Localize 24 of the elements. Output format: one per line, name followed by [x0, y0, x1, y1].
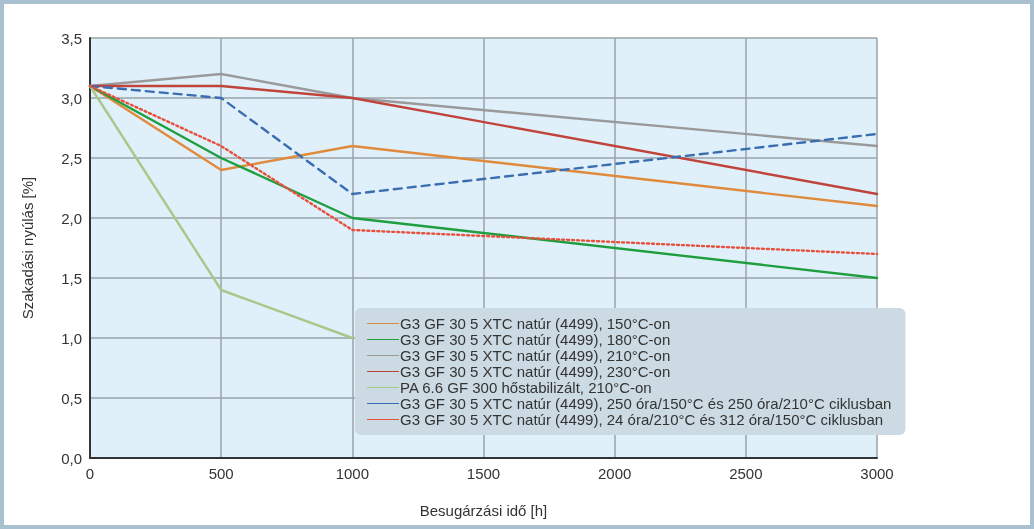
- y-tick-label: 2,0: [61, 209, 82, 227]
- y-tick-label: 0,0: [61, 449, 82, 467]
- x-tick-label: 1000: [335, 465, 370, 482]
- legend-label: G3 GF 30 5 XTC natúr (4499), 24 óra/210°C és 312 óra/150°C ciklusban: [400, 411, 884, 428]
- y-axis-title: Szakadási nyúlás [%]: [19, 176, 36, 320]
- y-tick-label: 3,5: [61, 29, 82, 47]
- x-tick-label: 0: [85, 465, 95, 482]
- x-tick-label: 2500: [729, 465, 763, 482]
- x-axis-title: Besugárzási idő [h]: [419, 502, 548, 519]
- legend-label: G3 GF 30 5 XTC natúr (4499), 180°C-on: [400, 331, 671, 348]
- y-tick-label: 0,5: [61, 389, 82, 407]
- legend-label: G3 GF 30 5 XTC natúr (4499), 210°C-on: [400, 347, 671, 364]
- y-tick-label: 2,5: [61, 149, 82, 167]
- x-tick-label: 1500: [466, 465, 501, 482]
- x-tick-label: 3000: [860, 465, 894, 482]
- legend-label: G3 GF 30 5 XTC natúr (4499), 230°C-on: [400, 363, 671, 380]
- legend-label: PA 6.6 GF 300 hőstabilizált, 210°C-on: [400, 379, 652, 396]
- legend-label: G3 GF 30 5 XTC natúr (4499), 150°C-on: [400, 315, 671, 332]
- y-tick-label: 1,5: [61, 269, 82, 287]
- x-tick-label: 500: [208, 465, 234, 482]
- x-tick-label: 2000: [597, 465, 632, 482]
- y-tick-label: 3,0: [61, 89, 82, 107]
- legend-label: G3 GF 30 5 XTC natúr (4499), 250 óra/150°C és 250 óra/210°C ciklusban: [400, 395, 892, 412]
- y-tick-label: 1,0: [61, 329, 82, 347]
